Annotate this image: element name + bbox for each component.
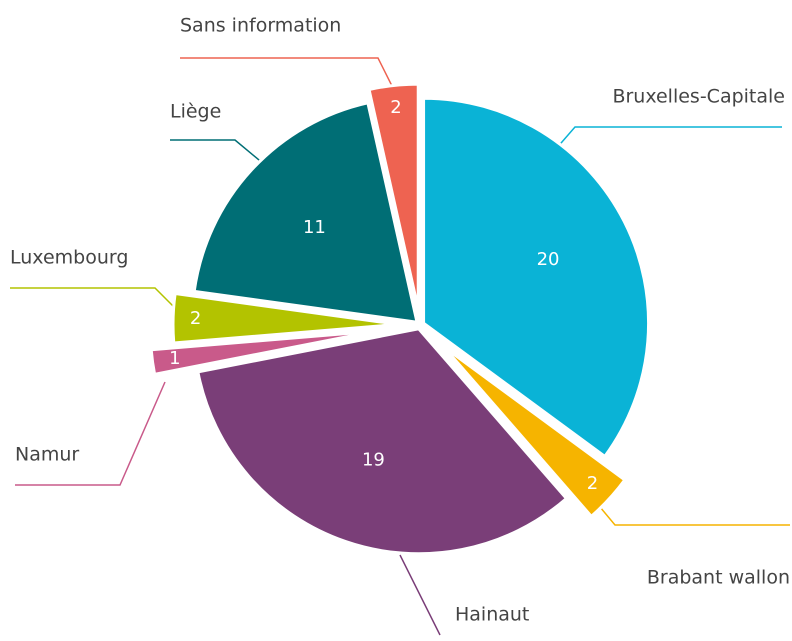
pie-slice: [367, 82, 420, 310]
data-label: 2: [587, 473, 598, 494]
leader-line: [589, 494, 790, 526]
leader-line: [399, 554, 441, 636]
data-label: 19: [362, 450, 385, 471]
data-label: 2: [390, 97, 401, 118]
category-label: Luxembourg: [10, 247, 128, 269]
leader-line: [180, 57, 394, 89]
leader-line: [170, 139, 266, 166]
data-label: 2: [190, 308, 201, 329]
leader-line: [10, 287, 183, 316]
data-label: 1: [169, 348, 180, 369]
category-label: Liège: [170, 101, 221, 123]
pie-slice: [422, 96, 650, 459]
category-label: Namur: [15, 444, 79, 466]
pie-slice: [442, 345, 627, 519]
data-label: 11: [303, 217, 326, 238]
category-label: Sans information: [180, 15, 341, 37]
pie-slice: [196, 327, 569, 556]
leader-line: [554, 126, 782, 151]
pie-slice: [149, 329, 376, 377]
category-label: Bruxelles-Capitale: [612, 86, 785, 108]
category-label: Brabant wallon: [647, 567, 790, 589]
pie-slice: [192, 100, 419, 325]
data-label: 20: [537, 249, 560, 270]
category-label: Hainaut: [455, 604, 529, 626]
pie-slice: [171, 291, 399, 345]
leader-line: [15, 381, 166, 486]
